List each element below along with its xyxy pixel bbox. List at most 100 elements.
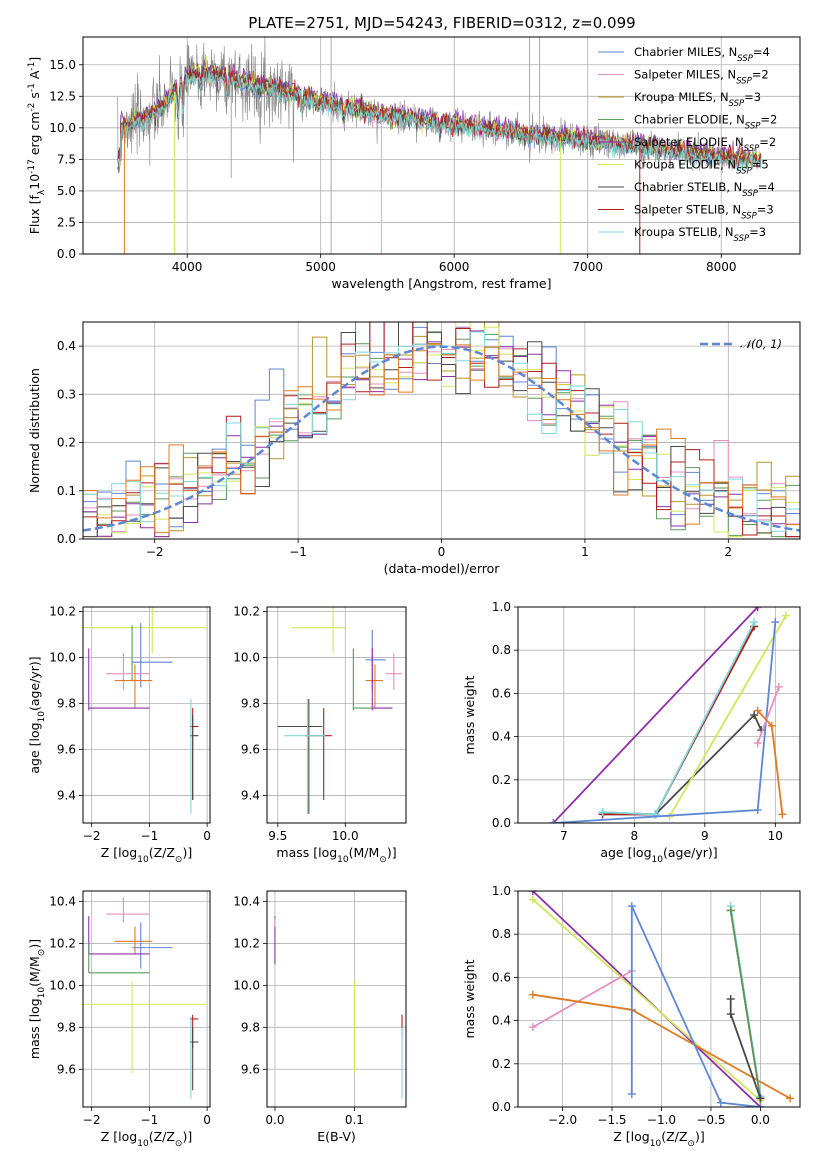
y-tick-label: 10.0 (233, 651, 260, 665)
legend-tail: =4 (753, 45, 770, 59)
plus-marker (627, 1090, 636, 1099)
y-tick-label: 10.4 (233, 894, 260, 908)
plot-area (83, 607, 208, 814)
legend-tail: =2 (760, 113, 777, 127)
errorbar-point (371, 648, 393, 711)
plus-marker (528, 895, 537, 904)
plot-area (549, 607, 790, 823)
label-part: λ (37, 189, 47, 195)
weight-line (532, 898, 761, 1102)
mass_vs_Z-panel: −2 −1 09.69.810.010.210.4Z [log10(Z/Z⊙)]ma… (27, 890, 211, 1149)
errorbar-point (132, 623, 173, 688)
x-tick-label: −2 (83, 1113, 101, 1127)
label-part: wavelength [Angstrom, rest frame] (331, 276, 551, 291)
label-part: 10 (650, 1139, 662, 1149)
y-tick-label: 9.8 (57, 697, 76, 711)
legend-tail: =3 (744, 90, 761, 104)
legend-text: Chabrier ELODIE, N (634, 113, 745, 127)
y-tick-label: 0.1 (57, 484, 76, 498)
plus-marker (598, 808, 607, 817)
y-tick-label: 0.8 (492, 927, 511, 941)
errorbar-point (106, 652, 150, 690)
label-part: -17 (27, 159, 37, 174)
legend-entry: Salpeter MILES, NSSP=2 (634, 68, 769, 87)
label-part: 10 (27, 174, 42, 190)
label-part: mass [log (276, 845, 337, 860)
gaussian-curve (83, 345, 800, 532)
x-tick-label: 0 (203, 1113, 211, 1127)
y-tick-label: 0.0 (57, 532, 76, 546)
x-tick-label: 7000 (572, 260, 603, 274)
plus-marker (627, 902, 636, 911)
label-part: E(B-V) (317, 1129, 356, 1144)
plot-area (277, 607, 402, 814)
age_vs_mass-panel: 9.5 10.0 9.4 9.6 9.8 10.0 10.2 mass [log10(M/M⊙… (233, 605, 407, 865)
errorbar-point (277, 698, 323, 814)
y-tick-label: 0.6 (492, 686, 511, 700)
y-tick-label: 1.0 (492, 600, 511, 614)
legend-sub: SSP (737, 54, 753, 64)
axis-label: age [log10(age/yr)] (600, 845, 717, 865)
errorbar-point (385, 652, 402, 690)
x-tick-label: −1 (289, 545, 307, 559)
legend: Chabrier MILES, NSSP=4 Salpeter MILES, NS… (598, 45, 777, 244)
legend-sub: SSP (745, 122, 761, 132)
plus-marker (753, 706, 762, 715)
axis-label: Z [log10(Z/Z⊙)] (613, 1129, 704, 1149)
plus-marker (767, 721, 776, 730)
weight-line (668, 615, 787, 817)
errorbar-point (352, 648, 373, 711)
legend-text: Salpeter STELIB, N (634, 203, 741, 217)
y-tick-label: 9.6 (241, 1062, 260, 1076)
x-tick-label: 8 (631, 829, 639, 843)
errorbar-point (132, 922, 173, 969)
label-part: (age/yr)] (663, 845, 718, 860)
axes-frame (517, 890, 801, 1108)
y-tick-label: 0.2 (57, 436, 76, 450)
y-tick-label: 0.2 (492, 773, 511, 787)
label-part: )] (27, 939, 42, 949)
y-tick-label: 9.8 (241, 697, 260, 711)
label-part: (Z/Z (149, 1129, 175, 1144)
y-tick-label: 0.4 (492, 730, 511, 744)
axes-frame (517, 606, 801, 824)
y-tick-label: 9.6 (241, 742, 260, 756)
x-tick-label: 7 (560, 829, 568, 843)
plus-marker (753, 607, 762, 611)
plus-marker (786, 1094, 795, 1103)
label-part: )] (695, 1129, 705, 1144)
errorbar-point (114, 664, 153, 709)
y-tick-label: 9.8 (241, 1020, 260, 1034)
legend-entry: Chabrier MILES, NSSP=4 (634, 45, 770, 64)
label-part: age [log (600, 845, 651, 860)
legend-sub: SSP (742, 189, 758, 199)
axes-frame (82, 321, 801, 540)
plus-marker (750, 618, 759, 627)
label-part: 10 (37, 987, 47, 999)
label-part: 10 (652, 855, 664, 865)
y-tick-label: 1.0 (492, 884, 511, 898)
residual-histogram (83, 344, 800, 533)
label-part: (M/M (349, 845, 380, 860)
legend-text: Kroupa ELODIE, N (634, 158, 736, 172)
legend-text: Salpeter ELODIE, N (634, 135, 744, 149)
y-tick-label: 10.0 (49, 651, 76, 665)
axis-label: mass [log10(M/M⊙)] (276, 845, 396, 865)
plot-area (117, 37, 762, 254)
axis-label: Flux [fλ10-17 erg cm-2 s-1 A-1] (27, 57, 47, 235)
label-part: (M/M (27, 956, 42, 987)
y-tick-label: 10.0 (233, 978, 260, 992)
label-part: Z [log (101, 845, 137, 860)
label-part: Flux [f (27, 194, 42, 234)
legend-tail: =4 (758, 180, 775, 194)
label-part: (age/yr)] (27, 656, 42, 711)
errorbar-point (83, 981, 208, 1074)
label-part: 10 (137, 855, 149, 865)
legend-text: Chabrier STELIB, N (634, 180, 742, 194)
x-tick-label: 0.0 (751, 1113, 770, 1127)
legend-sub: SSP (744, 144, 760, 154)
grid (267, 607, 406, 823)
y-tick-label: 0.8 (492, 643, 511, 657)
legend-entry: Salpeter ELODIE, NSSP=2 (634, 135, 776, 154)
label-part: (data-model)/error (384, 561, 501, 576)
